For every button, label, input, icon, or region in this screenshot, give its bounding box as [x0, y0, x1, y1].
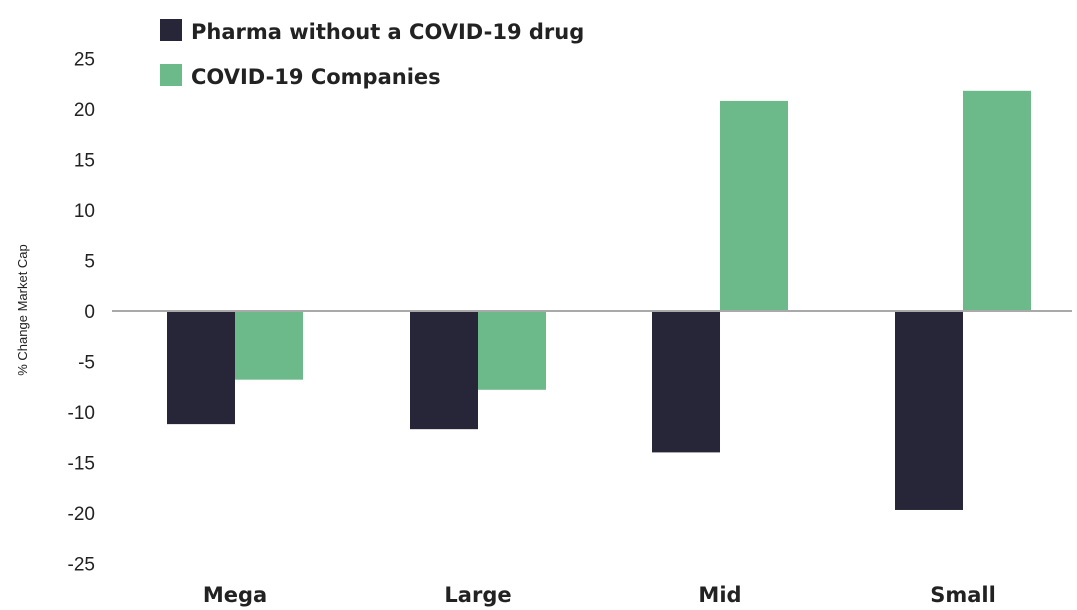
bars: [167, 90, 1031, 510]
legend-swatch-covid: [160, 64, 182, 86]
legend-label-pharma: Pharma without a COVID-19 drug: [191, 20, 584, 44]
bar-pharma-small: [895, 311, 963, 510]
y-tick-label: -25: [68, 555, 95, 576]
y-axis-title: % Change Market Cap: [15, 244, 30, 376]
bar-covid-mid: [720, 100, 788, 311]
y-tick-label: 15: [74, 151, 95, 172]
y-tick-label: 20: [74, 100, 95, 121]
y-tick-label: -10: [68, 403, 95, 424]
y-tick-label: 25: [74, 50, 95, 71]
y-tick-label: 0: [84, 302, 95, 323]
legend-label-covid: COVID-19 Companies: [191, 65, 441, 89]
y-tick-label: -20: [68, 504, 95, 525]
y-axis-ticks: 25 20 15 10 5 0 -5 -10 -15 -20 -25: [68, 50, 95, 576]
x-category-label: Mega: [203, 583, 267, 607]
x-category-label: Small: [930, 583, 996, 607]
y-tick-label: 10: [74, 201, 95, 222]
y-tick-label: -5: [78, 353, 95, 374]
x-axis-labels: Mega Large Mid Small: [203, 583, 996, 607]
bar-pharma-mid: [652, 311, 720, 453]
bar-covid-mega: [235, 311, 303, 380]
x-category-label: Mid: [698, 583, 741, 607]
bar-covid-large: [478, 311, 546, 390]
legend-swatch-pharma: [160, 19, 182, 41]
bar-covid-small: [963, 90, 1031, 311]
legend: Pharma without a COVID-19 drug COVID-19 …: [160, 19, 584, 89]
x-category-label: Large: [444, 583, 511, 607]
bar-pharma-large: [410, 311, 478, 430]
bar-pharma-mega: [167, 311, 235, 425]
y-tick-label: -15: [68, 454, 95, 475]
y-tick-label: 5: [84, 252, 95, 273]
